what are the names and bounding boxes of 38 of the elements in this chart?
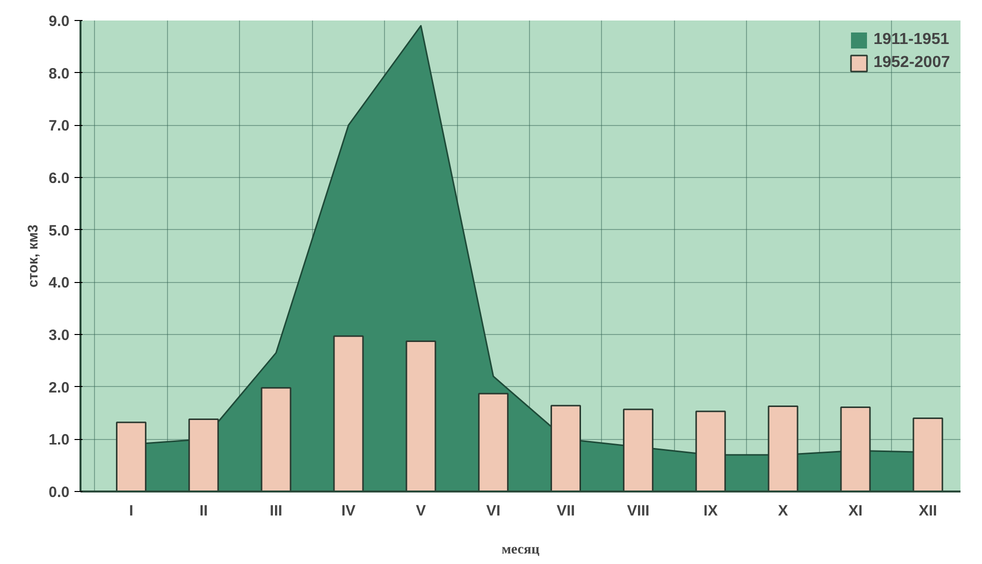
- bar: [188, 418, 219, 492]
- y-tick-label: 3.0: [48, 327, 70, 344]
- y-tick-label: 9.0: [48, 13, 70, 30]
- x-tick-label: V: [416, 502, 426, 520]
- x-tick-label: IV: [341, 502, 356, 520]
- y-axis-title: сток, км3: [24, 224, 41, 288]
- bar: [333, 335, 364, 492]
- bar: [550, 404, 582, 492]
- y-tick-label: 1.0: [48, 432, 70, 449]
- y-tick-label: 8.0: [48, 65, 70, 82]
- x-tick-label: XI: [848, 502, 863, 520]
- y-tick-label: 0.0: [48, 484, 70, 501]
- y-tick-label: 5.0: [48, 222, 70, 240]
- x-tick-label: X: [778, 502, 788, 520]
- bar: [622, 408, 654, 492]
- y-tick-label: 4.0: [48, 274, 70, 292]
- x-tick-label: VI: [486, 502, 500, 520]
- bar: [912, 417, 944, 492]
- x-tick-label: XII: [918, 502, 938, 520]
- x-tick-label: VII: [556, 502, 575, 520]
- y-tick-label: 2.0: [48, 379, 70, 396]
- legend-label: 1952-2007: [873, 54, 950, 72]
- y-tick-label: 6.0: [48, 170, 70, 187]
- x-tick-label: II: [199, 502, 208, 520]
- bar: [406, 340, 436, 492]
- x-tick-label: III: [270, 502, 282, 520]
- y-tick-label: 7.0: [48, 118, 70, 135]
- x-tick-label: VIII: [626, 502, 650, 520]
- bar: [260, 387, 292, 492]
- x-tick-label: IX: [704, 502, 718, 520]
- bar: [116, 422, 146, 492]
- bar: [768, 405, 798, 492]
- legend-label: 1911-1951: [873, 31, 950, 49]
- bar: [840, 406, 871, 492]
- x-tick-label: I: [129, 502, 134, 520]
- x-axis-title: месяц: [502, 542, 540, 558]
- bar: [478, 392, 509, 492]
- bar: [695, 410, 726, 492]
